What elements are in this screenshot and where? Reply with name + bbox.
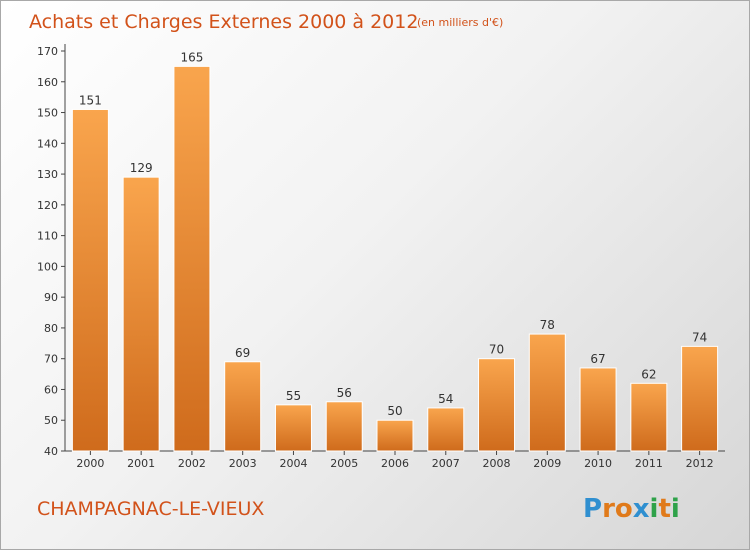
y-tick-label: 70 xyxy=(44,353,58,366)
proxiti-logo: Proxiti xyxy=(583,494,680,524)
logo-letter: P xyxy=(583,494,602,524)
x-tick-label-2007: 2007 xyxy=(432,457,460,470)
value-label-2005: 56 xyxy=(337,386,352,400)
bar-2004 xyxy=(274,404,312,452)
y-tick-label: 110 xyxy=(37,230,58,243)
x-tick-label-2009: 2009 xyxy=(533,457,561,470)
logo-letter: o xyxy=(615,494,633,524)
y-ticks: 40 50 60 70 80 90 100 110 120 130 140 150 160 170 xyxy=(37,45,65,458)
bar-2012 xyxy=(681,345,719,452)
value-label-2012: 74 xyxy=(692,330,707,344)
bar-2003 xyxy=(224,361,262,452)
x-tick-label-2003: 2003 xyxy=(229,457,257,470)
y-tick-label: 60 xyxy=(44,383,58,396)
x-tick-label-2011: 2011 xyxy=(635,457,663,470)
value-label-2007: 54 xyxy=(438,392,453,406)
logo-letter: i xyxy=(650,494,659,524)
y-tick-label: 160 xyxy=(37,76,58,89)
bar-2008 xyxy=(478,358,516,452)
bar-2010 xyxy=(579,367,617,452)
bar-2009 xyxy=(528,333,566,452)
y-tick-label: 90 xyxy=(44,291,58,304)
logo-letter: t xyxy=(658,494,670,524)
value-label-2011: 62 xyxy=(641,367,656,381)
x-tick-label-2008: 2008 xyxy=(483,457,511,470)
value-label-2008: 70 xyxy=(489,343,504,357)
x-tick-label-2012: 2012 xyxy=(686,457,714,470)
bar-2000 xyxy=(71,108,109,452)
y-tick-label: 150 xyxy=(37,107,58,120)
y-tick-label: 140 xyxy=(37,137,58,150)
value-label-2003: 69 xyxy=(235,346,250,360)
value-label-2009: 78 xyxy=(540,318,555,332)
bar-2006 xyxy=(376,419,414,452)
y-tick-label: 120 xyxy=(37,199,58,212)
x-tick-label-2004: 2004 xyxy=(279,457,307,470)
x-ticks: 2000 2001 2002 2003 2004 2005 2006 2007 2008 2009… xyxy=(76,451,714,470)
x-tick-label-2006: 2006 xyxy=(381,457,409,470)
logo-letter: i xyxy=(671,494,680,524)
bar-2002 xyxy=(173,65,211,452)
logo-letter: r xyxy=(602,494,615,524)
value-label-2006: 50 xyxy=(387,404,402,418)
y-tick-label: 130 xyxy=(37,168,58,181)
bars: 151 129 165 69 55 56 50 54 70 78 67 62 74 xyxy=(71,50,719,452)
x-tick-label-2005: 2005 xyxy=(330,457,358,470)
x-tick-label-2001: 2001 xyxy=(127,457,155,470)
value-label-2002: 165 xyxy=(180,50,203,64)
commune-name: CHAMPAGNAC-LE-VIEUX xyxy=(37,498,264,520)
logo-letter: x xyxy=(633,494,650,524)
y-tick-label: 50 xyxy=(44,414,58,427)
y-tick-label: 40 xyxy=(44,445,58,458)
x-tick-label-2002: 2002 xyxy=(178,457,206,470)
x-tick-label-2000: 2000 xyxy=(76,457,104,470)
value-label-2010: 67 xyxy=(590,352,605,366)
chart-title: Achats et Charges Externes 2000 à 2012 xyxy=(29,11,418,33)
bar-2011 xyxy=(630,382,668,452)
value-label-2000: 151 xyxy=(79,93,102,107)
bar-2001 xyxy=(122,176,160,452)
bar-2007 xyxy=(427,407,465,452)
y-tick-label: 80 xyxy=(44,322,58,335)
y-tick-label: 170 xyxy=(37,45,58,58)
x-tick-label-2010: 2010 xyxy=(584,457,612,470)
chart-subtitle: (en milliers d'€) xyxy=(417,16,503,29)
bar-2005 xyxy=(325,401,363,452)
value-label-2004: 55 xyxy=(286,389,301,403)
y-tick-label: 100 xyxy=(37,260,58,273)
value-label-2001: 129 xyxy=(130,161,153,175)
